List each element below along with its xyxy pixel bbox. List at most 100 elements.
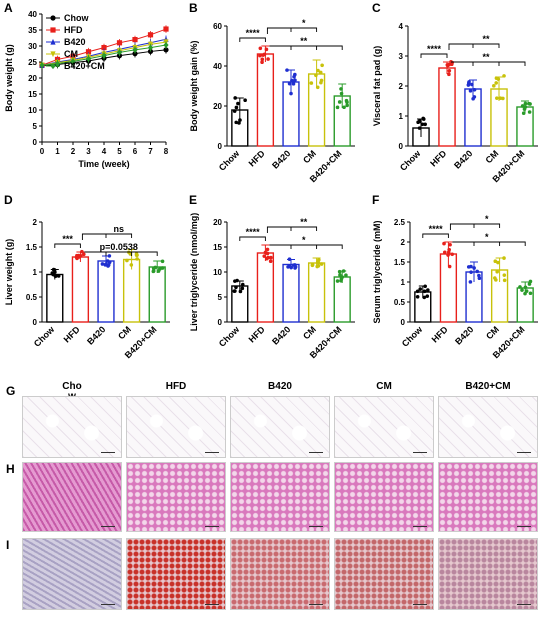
sig-bracket — [84, 251, 158, 256]
data-point — [287, 257, 292, 261]
scale-bar — [413, 604, 427, 605]
data-point — [418, 118, 422, 123]
data-point — [423, 122, 427, 127]
data-point — [518, 285, 522, 289]
sig-label: **** — [429, 224, 444, 234]
y-tick-label: 4 — [399, 22, 404, 31]
data-point — [468, 280, 473, 284]
data-point — [100, 262, 105, 266]
data-point — [107, 254, 112, 258]
data-point — [54, 60, 61, 67]
data-point — [345, 103, 349, 108]
data-point — [341, 269, 346, 273]
data-point — [417, 126, 422, 130]
x-tick-label: B420 — [452, 148, 474, 170]
x-tick-label: HFD — [62, 324, 83, 345]
sig-label: * — [302, 18, 306, 28]
data-point — [265, 247, 270, 252]
data-point — [495, 269, 499, 274]
sig-bracket — [269, 244, 343, 249]
bar-b420cm — [333, 276, 351, 323]
data-point — [234, 285, 238, 290]
y-tick-label: 30 — [28, 42, 37, 51]
data-point — [50, 51, 56, 58]
legend-label: HFD — [64, 25, 83, 35]
data-point — [494, 76, 499, 80]
sig-bracket — [420, 53, 448, 58]
panel-letter-g: G — [6, 384, 16, 398]
y-tick-label: 2 — [399, 82, 404, 91]
data-point — [269, 255, 273, 260]
data-point — [448, 242, 452, 247]
panel-letter-a: A — [4, 1, 13, 15]
sig-bracket — [239, 37, 266, 42]
data-point — [523, 101, 528, 106]
data-point — [446, 253, 450, 257]
histology-image — [438, 538, 538, 610]
data-point — [50, 27, 56, 33]
sig-bracket — [422, 233, 449, 238]
data-point — [502, 273, 507, 277]
y-axis-label: Body weight gain (%) — [189, 40, 199, 131]
data-point — [264, 47, 269, 52]
data-point — [502, 256, 506, 260]
x-tick-label: B420 — [85, 324, 107, 346]
data-point — [423, 284, 427, 289]
data-point — [442, 250, 447, 255]
data-point — [335, 279, 340, 283]
y-tick-label: 20 — [213, 218, 222, 227]
x-tick-label: 1 — [55, 147, 60, 156]
x-tick-label: CM — [301, 324, 318, 341]
data-point — [447, 62, 451, 67]
panel-letter-c: C — [372, 1, 381, 15]
sig-label: *** — [62, 234, 73, 244]
scale-bar — [205, 526, 219, 527]
data-point — [477, 273, 481, 278]
data-point — [450, 60, 454, 65]
data-point — [289, 265, 294, 270]
panel-letter-d: D — [4, 193, 13, 207]
y-tick-label: 15 — [213, 243, 222, 252]
data-point — [415, 294, 420, 299]
y-tick-label: 60 — [213, 22, 222, 31]
bar-chow — [46, 273, 64, 323]
data-point — [132, 37, 138, 43]
y-tick-label: 0.5 — [394, 298, 406, 307]
data-point — [338, 273, 342, 277]
x-tick-label: 4 — [102, 147, 107, 156]
legend-label: Chow — [64, 13, 89, 23]
x-tick-label: 7 — [148, 147, 153, 156]
data-point — [422, 289, 427, 294]
data-point — [233, 96, 238, 100]
data-point — [425, 294, 430, 298]
data-point — [426, 288, 430, 292]
y-tick-label: 1 — [33, 268, 38, 277]
data-point — [442, 241, 446, 246]
data-point — [238, 118, 242, 122]
sig-bracket — [266, 27, 318, 34]
data-point — [290, 78, 294, 83]
y-tick-label: 0 — [218, 318, 223, 327]
data-point — [339, 87, 343, 91]
legend-label: CM — [64, 49, 78, 59]
data-point — [421, 117, 426, 121]
y-tick-label: 0 — [399, 142, 404, 151]
scale-bar — [517, 452, 531, 453]
bar-hfd — [256, 53, 275, 147]
y-tick-label: 1.5 — [394, 258, 406, 267]
x-tick-label: HFD — [247, 148, 268, 169]
data-point — [289, 91, 293, 96]
data-point — [339, 91, 344, 96]
x-tick-label: CM — [301, 148, 318, 165]
x-tick-label: B420 — [453, 324, 475, 346]
y-tick-label: 2 — [401, 238, 406, 247]
data-point — [319, 78, 324, 83]
sig-bracket — [54, 243, 81, 248]
data-point — [528, 291, 533, 296]
data-point — [116, 49, 123, 56]
data-point — [75, 256, 79, 261]
panel-a-line-chart: A 0 5 10 15 20 25 30 35 40 0 1 2 3 4 5 6 7 8 Time (week) Bod… — [4, 1, 169, 169]
data-point — [521, 111, 526, 116]
data-point — [316, 68, 320, 73]
scale-bar — [205, 604, 219, 605]
